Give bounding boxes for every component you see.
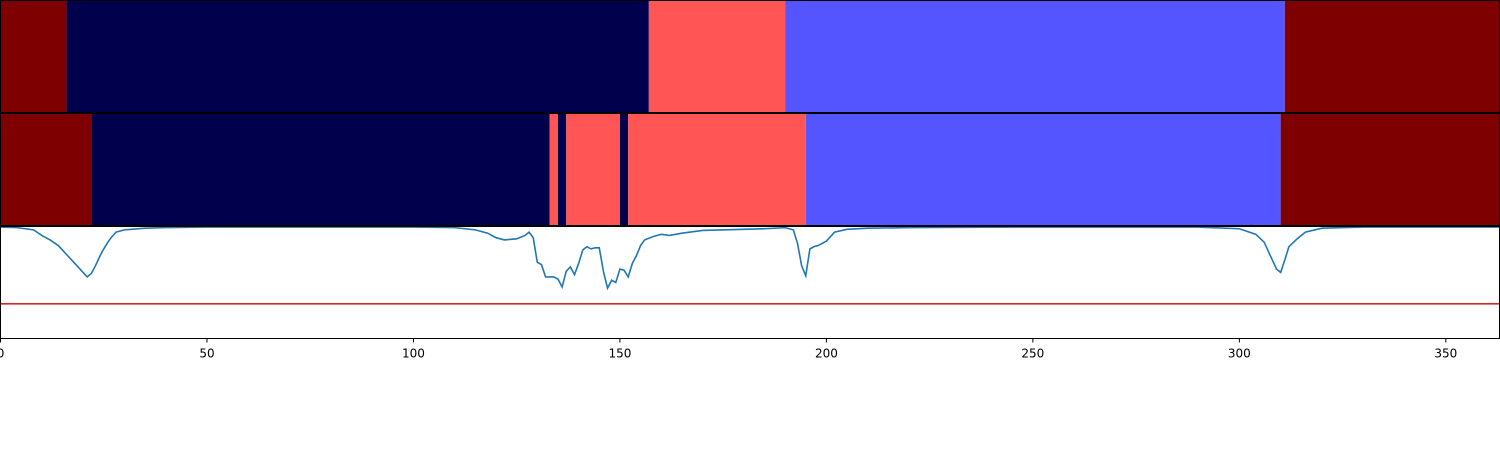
track-1-segment-4 bbox=[785, 0, 1285, 113]
track-2-segment-9 bbox=[1280, 113, 1500, 226]
track-1-segment-1 bbox=[0, 0, 67, 113]
signal-line bbox=[0, 226, 1500, 291]
track-1-segment-3 bbox=[648, 0, 786, 113]
track-2-segment-2 bbox=[91, 113, 550, 226]
x-tick-label: 100 bbox=[402, 347, 425, 361]
signal-axes bbox=[0, 226, 1500, 305]
x-axis: 0 50 100 150 200 250 300 350 bbox=[0, 338, 1457, 361]
track-2-segment-1 bbox=[0, 113, 92, 226]
track-2-segment-7 bbox=[628, 113, 806, 226]
track-2-segment-8 bbox=[805, 113, 1281, 226]
segment-track-2 bbox=[0, 113, 1500, 226]
track-2-segment-3 bbox=[549, 113, 558, 226]
track-2-segment-6 bbox=[619, 113, 629, 226]
track-2-segment-4 bbox=[557, 113, 567, 226]
x-tick-label: 300 bbox=[1228, 347, 1251, 361]
track-1-segment-2 bbox=[66, 0, 649, 113]
x-tick-label: 350 bbox=[1434, 347, 1457, 361]
track-2-segment-5 bbox=[566, 113, 620, 226]
x-tick-label: 250 bbox=[1021, 347, 1044, 361]
segment-track-1 bbox=[0, 0, 1500, 113]
x-tick-label: 200 bbox=[815, 347, 838, 361]
track-1-segment-5 bbox=[1284, 0, 1500, 113]
x-tick-label: 0 bbox=[0, 347, 4, 361]
x-tick-label: 50 bbox=[199, 347, 214, 361]
x-tick-label: 150 bbox=[608, 347, 631, 361]
